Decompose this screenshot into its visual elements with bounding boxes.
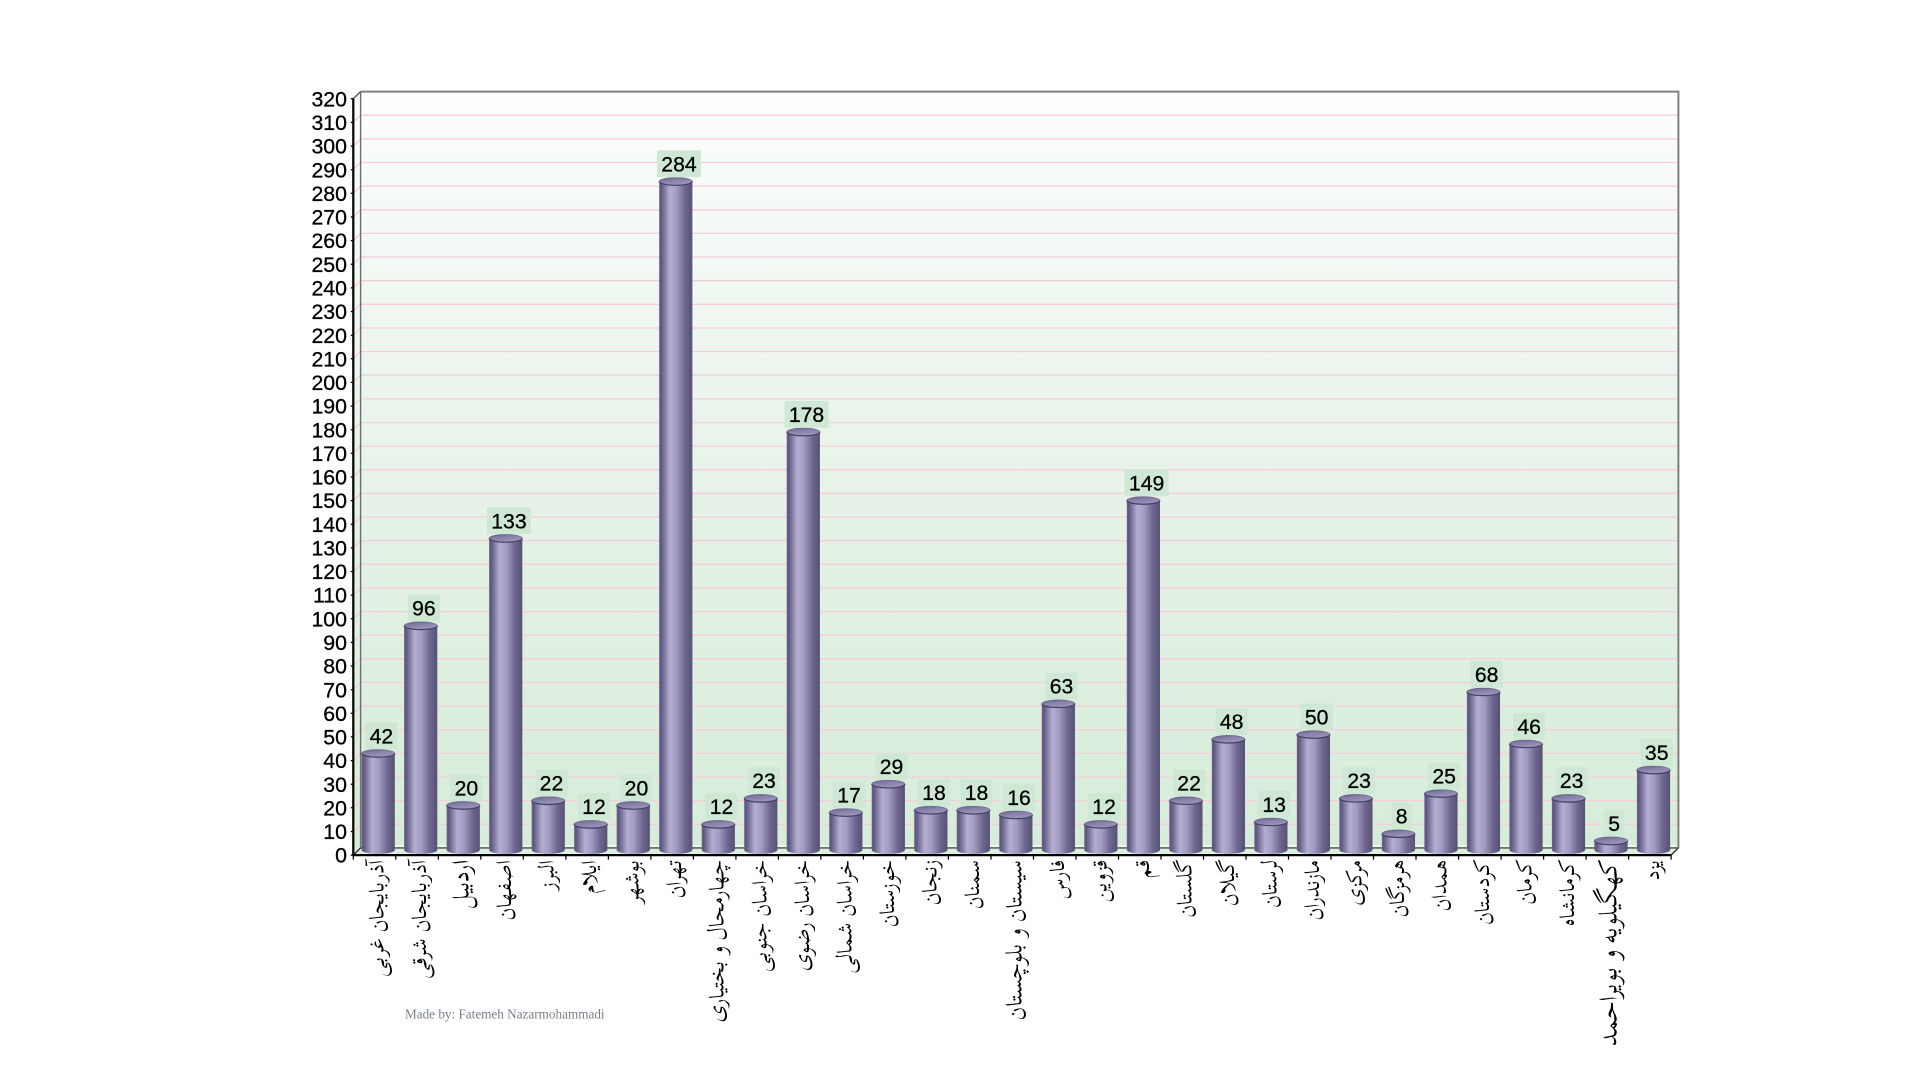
svg-text:13: 13: [1262, 794, 1286, 817]
svg-text:50: 50: [323, 726, 347, 750]
svg-text:160: 160: [311, 466, 347, 490]
svg-text:8: 8: [1396, 806, 1408, 829]
svg-text:5: 5: [1608, 813, 1620, 836]
svg-text:284: 284: [661, 153, 697, 176]
svg-text:23: 23: [752, 770, 776, 793]
svg-text:48: 48: [1220, 711, 1244, 734]
svg-text:12: 12: [582, 796, 606, 819]
svg-text:178: 178: [789, 404, 824, 427]
svg-text:25: 25: [1432, 766, 1456, 789]
svg-text:چهارمحال و بختیاری: چهارمحال و بختیاری: [695, 860, 739, 1022]
svg-text:20: 20: [455, 777, 479, 800]
svg-text:لرستان: لرستان: [1247, 860, 1291, 908]
svg-text:60: 60: [323, 702, 347, 726]
svg-text:310: 310: [311, 111, 347, 135]
svg-text:18: 18: [922, 782, 946, 805]
svg-text:12: 12: [710, 796, 734, 819]
svg-text:هرمزگان: هرمزگان: [1375, 860, 1419, 918]
svg-text:18: 18: [965, 782, 989, 805]
svg-text:29: 29: [880, 756, 904, 779]
svg-text:68: 68: [1475, 664, 1499, 687]
svg-text:کرمان: کرمان: [1502, 860, 1546, 905]
svg-text:42: 42: [370, 725, 394, 748]
svg-text:قم: قم: [1120, 860, 1164, 878]
svg-text:12: 12: [1092, 796, 1116, 819]
svg-text:کردستان: کردستان: [1460, 860, 1504, 925]
svg-text:20: 20: [625, 777, 649, 800]
svg-text:150: 150: [311, 489, 347, 513]
svg-text:30: 30: [323, 773, 347, 797]
svg-text:گلستان: گلستان: [1162, 860, 1206, 918]
svg-text:170: 170: [311, 442, 347, 466]
svg-text:50: 50: [1305, 706, 1329, 729]
svg-text:17: 17: [837, 784, 861, 807]
svg-text:یزد: یزد: [1630, 860, 1674, 880]
svg-text:110: 110: [313, 584, 347, 608]
svg-text:270: 270: [311, 206, 347, 230]
svg-text:خراسان شمالی: خراسان شمالی: [822, 860, 866, 974]
svg-text:100: 100: [311, 607, 347, 631]
svg-text:90: 90: [323, 631, 347, 655]
svg-text:اردبیل: اردبیل: [438, 860, 486, 908]
svg-text:اصفهان: اصفهان: [482, 860, 526, 921]
svg-text:همدان: همدان: [1417, 860, 1461, 911]
svg-text:0: 0: [335, 844, 347, 868]
svg-text:70: 70: [323, 678, 347, 702]
svg-text:260: 260: [311, 229, 347, 253]
svg-text:133: 133: [491, 510, 526, 533]
svg-text:خراسان رضوی: خراسان رضوی: [780, 860, 824, 971]
svg-text:140: 140: [311, 513, 347, 537]
svg-text:22: 22: [1177, 773, 1201, 796]
svg-text:مازندران: مازندران: [1290, 860, 1334, 921]
svg-text:کرمانشاه: کرمانشاه: [1545, 860, 1589, 927]
svg-text:40: 40: [323, 749, 347, 773]
svg-text:35: 35: [1645, 742, 1669, 765]
svg-text:149: 149: [1129, 472, 1164, 495]
svg-text:بوشهر: بوشهر: [610, 860, 654, 906]
svg-text:22: 22: [540, 773, 564, 796]
svg-text:آذربایجان شرقی: آذربایجان شرقی: [397, 858, 441, 979]
svg-text:کهگیلویه و بویراحمد: کهگیلویه و بویراحمد: [1583, 860, 1634, 1046]
svg-text:240: 240: [311, 277, 347, 301]
svg-text:46: 46: [1517, 716, 1541, 739]
svg-text:230: 230: [311, 300, 347, 324]
svg-text:سمنان: سمنان: [950, 860, 994, 909]
svg-text:210: 210: [311, 347, 347, 371]
svg-text:96: 96: [412, 598, 436, 621]
svg-text:تهران: تهران: [652, 860, 696, 899]
svg-text:10: 10: [323, 820, 347, 844]
svg-text:مرکزی: مرکزی: [1332, 860, 1376, 906]
svg-text:آذربایجان غربی: آذربایجان غربی: [355, 858, 399, 977]
svg-text:190: 190: [311, 395, 347, 419]
svg-text:فارس: فارس: [1035, 860, 1079, 899]
svg-text:23: 23: [1347, 770, 1371, 793]
svg-text:80: 80: [323, 655, 347, 679]
svg-text:خراسان جنوبی: خراسان جنوبی: [737, 860, 781, 972]
svg-text:130: 130: [311, 537, 347, 561]
svg-text:خوزستان: خوزستان: [865, 860, 909, 927]
svg-text:Made by: Fatemeh Nazarmohammad: Made by: Fatemeh Nazarmohammadi: [405, 1007, 605, 1022]
svg-text:180: 180: [311, 418, 347, 442]
svg-text:200: 200: [311, 371, 347, 395]
svg-text:گیلان: گیلان: [1205, 860, 1249, 907]
svg-text:290: 290: [311, 158, 347, 182]
svg-text:250: 250: [311, 253, 347, 277]
svg-text:قزوین: قزوین: [1077, 860, 1121, 902]
svg-text:20: 20: [323, 796, 347, 820]
svg-text:23: 23: [1560, 770, 1584, 793]
svg-text:320: 320: [311, 87, 347, 111]
svg-text:120: 120: [311, 560, 347, 584]
svg-text:300: 300: [311, 135, 347, 159]
svg-text:البرز: البرز: [525, 860, 569, 893]
svg-text:سیستان و بلوچستان: سیستان و بلوچستان: [990, 860, 1037, 1020]
svg-text:280: 280: [311, 182, 347, 206]
svg-text:220: 220: [311, 324, 347, 348]
svg-text:ایلام: ایلام: [567, 860, 611, 894]
svg-text:16: 16: [1007, 787, 1031, 810]
svg-text:63: 63: [1050, 676, 1074, 699]
svg-text:زنجان: زنجان: [907, 860, 951, 906]
